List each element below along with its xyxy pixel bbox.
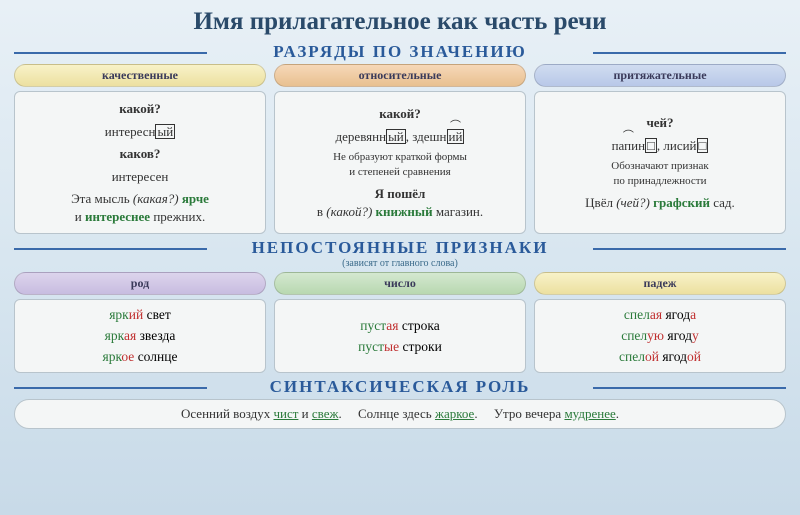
section2-row: род яркий свет яркая звезда яркое солнце… — [14, 272, 786, 373]
pill-relative: относительные — [274, 64, 526, 87]
q-kakoy: какой? — [21, 100, 259, 118]
section3-heading: СИНТАКСИЧЕСКАЯ РОЛЬ — [14, 377, 786, 397]
sent-qual: Эта мысль (какая?) ярче и интереснее пре… — [21, 190, 259, 225]
pill-qualitative: качественные — [14, 64, 266, 87]
section1-row: качественные какой? интересный каков? ин… — [14, 64, 786, 234]
sent-poss: Цвёл (чей?) графский сад. — [541, 194, 779, 212]
section2-sub: (зависят от главного слова) — [14, 258, 786, 269]
section2-heading: НЕПОСТОЯННЫЕ ПРИЗНАКИ — [14, 238, 786, 258]
section1-heading: РАЗРЯДЫ ПО ЗНАЧЕНИЮ — [14, 42, 786, 62]
q-kakoy2: какой? — [281, 105, 519, 123]
card-possessive: чей? папин□, лисий□ Обозначают признакпо… — [534, 91, 786, 234]
ex-derevyannyy: деревянный, здешний — [281, 128, 519, 146]
card-case: спелая ягода спелую ягоду спелой ягодой — [534, 299, 786, 373]
rel-note: Не образуют краткой формыи степеней срав… — [281, 150, 519, 180]
card-gender: яркий свет яркая звезда яркое солнце — [14, 299, 266, 373]
poss-note: Обозначают признакпо принадлежности — [541, 159, 779, 189]
ex-interesen: интересен — [21, 168, 259, 186]
sent-rel: Я пошёл в (какой?) книжный магазин. — [281, 185, 519, 220]
syntax-box: Осенний воздух чист и свеж. Солнце здесь… — [14, 399, 786, 429]
main-title: Имя прилагательное как часть речи — [14, 8, 786, 36]
ex-papin: папин□, лисий□ — [541, 137, 779, 155]
pill-gender: род — [14, 272, 266, 295]
card-number: пустая строка пустые строки — [274, 299, 526, 373]
q-chey: чей? — [541, 114, 779, 132]
card-relative: какой? деревянный, здешний Не образуют к… — [274, 91, 526, 234]
pill-possessive: притяжательные — [534, 64, 786, 87]
col-qualitative: качественные какой? интересный каков? ин… — [14, 64, 266, 234]
card-qualitative: какой? интересный каков? интересен Эта м… — [14, 91, 266, 234]
q-kakov: каков? — [21, 145, 259, 163]
col-gender: род яркий свет яркая звезда яркое солнце — [14, 272, 266, 373]
ex-interesnyy: интересный — [21, 123, 259, 141]
col-case: падеж спелая ягода спелую ягоду спелой я… — [534, 272, 786, 373]
col-relative: относительные какой? деревянный, здешний… — [274, 64, 526, 234]
col-possessive: притяжательные чей? папин□, лисий□ Обозн… — [534, 64, 786, 234]
col-number: число пустая строка пустые строки — [274, 272, 526, 373]
pill-case: падеж — [534, 272, 786, 295]
pill-number: число — [274, 272, 526, 295]
